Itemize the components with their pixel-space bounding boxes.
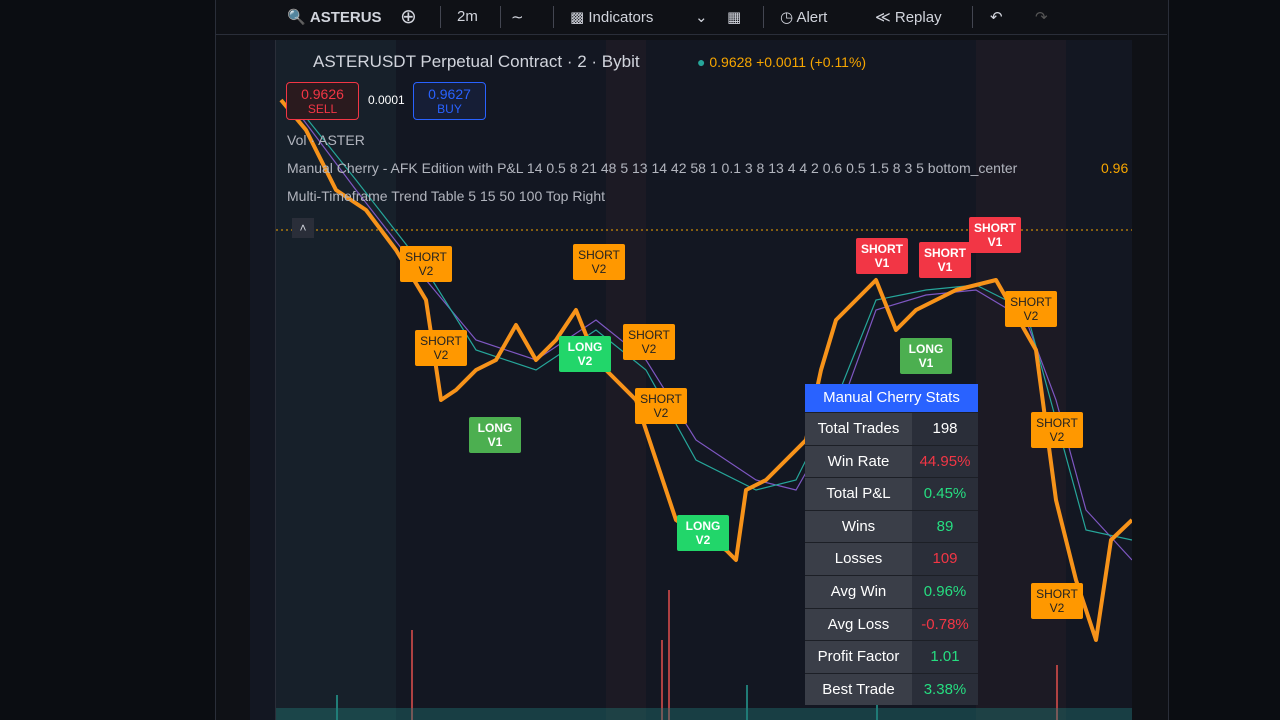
price-chart: [276, 40, 1132, 720]
indicator-legend: Multi-Timeframe Trend Table 5 15 50 100 …: [287, 188, 606, 204]
stats-row: Total P&L 0.45%: [805, 477, 978, 510]
stats-row: Profit Factor 1.01: [805, 640, 978, 673]
dropdown[interactable]: ⌄: [695, 9, 708, 26]
signal-label: LONG V2: [559, 336, 611, 372]
signal-label: SHORT V1: [856, 238, 908, 274]
drawing-toolbar: [250, 40, 276, 720]
stats-value: -0.78%: [912, 608, 978, 641]
signal-label: SHORT V2: [623, 324, 675, 360]
signal-label: SHORT V2: [1031, 583, 1083, 619]
stats-value: 89: [912, 510, 978, 543]
stats-value: 1.01: [912, 641, 978, 673]
sell-button[interactable]: 0.9626 SELL: [286, 82, 359, 120]
stats-row: Best Trade 3.38%: [805, 672, 978, 706]
stats-value: 0.45%: [912, 478, 978, 510]
signal-label: SHORT V2: [1005, 291, 1057, 327]
signal-label: SHORT V1: [969, 217, 1021, 253]
signal-label: SHORT V2: [400, 246, 452, 282]
last-price: ● 0.9628 +0.0011 (+0.11%): [697, 54, 867, 70]
redo[interactable]: ↷: [1035, 9, 1048, 26]
stats-value: 109: [912, 543, 978, 575]
signal-label: SHORT V1: [919, 242, 971, 278]
volume: [276, 590, 1132, 720]
indicator-value: 0.96: [1101, 160, 1129, 176]
undo[interactable]: ↶: [990, 9, 1003, 26]
stats-row: Win Rate 44.95%: [805, 444, 978, 478]
chart-type[interactable]: ∼: [511, 9, 524, 26]
price-change: +0.0011 (+0.11%): [756, 54, 867, 70]
spread: 0.0001: [368, 93, 405, 107]
stats-label: Total Trades: [805, 413, 912, 445]
signal-label: LONG V1: [469, 417, 521, 453]
stats-label: Wins: [805, 510, 912, 543]
stats-row: Avg Win 0.96%: [805, 574, 978, 608]
alert-button[interactable]: ◷ Alert: [780, 9, 828, 26]
price: 0.9628: [709, 54, 753, 70]
stats-row: Total Trades 198: [805, 412, 978, 445]
stats-label: Profit Factor: [805, 641, 912, 673]
stats-value: 0.96%: [912, 575, 978, 608]
stats-label: Avg Loss: [805, 608, 912, 641]
stats-value: 3.38%: [912, 673, 978, 706]
add-symbol[interactable]: ⊕: [400, 6, 417, 28]
stats-label: Win Rate: [805, 445, 912, 478]
chart-pane: [276, 40, 1132, 720]
symbol-title: ASTERUSDT Perpetual Contract · 2 · Bybit: [313, 52, 640, 71]
toolbar: 🔍 ASTERUS ⊕ 2m ∼ ▩ Indicators ⌄ ▦ ◷ Aler…: [215, 0, 1167, 35]
signal-label: SHORT V2: [635, 388, 687, 424]
indicators-button[interactable]: ▩ Indicators: [570, 9, 654, 26]
collapse-legend[interactable]: ˄: [292, 218, 314, 238]
ma-line: [295, 104, 1132, 541]
signal-label: LONG V1: [900, 338, 952, 374]
interval[interactable]: 2m: [457, 8, 478, 25]
stats-value: 198: [912, 413, 978, 445]
stats-title: Manual Cherry Stats: [805, 384, 978, 412]
indicator-legend: Vol · ASTER: [287, 132, 365, 148]
stats-label: Total P&L: [805, 478, 912, 510]
price-series: [279, 98, 1132, 642]
stats-value: 44.95%: [912, 445, 978, 478]
stats-row: Losses 109: [805, 542, 978, 575]
replay-button[interactable]: ≪ Replay: [875, 9, 942, 26]
buy-button[interactable]: 0.9627 BUY: [413, 82, 486, 120]
stats-row: Avg Loss -0.78%: [805, 607, 978, 641]
stats-row: Wins 89: [805, 509, 978, 543]
session-band: [276, 40, 396, 720]
symbol-search[interactable]: 🔍 ASTERUS: [287, 9, 382, 26]
signal-label: SHORT V2: [415, 330, 467, 366]
stats-label: Losses: [805, 543, 912, 575]
signal-label: SHORT V2: [1031, 412, 1083, 448]
signal-label: LONG V2: [677, 515, 729, 551]
session-band: [606, 40, 646, 720]
templates[interactable]: ▦: [727, 9, 742, 26]
signal-label: SHORT V2: [573, 244, 625, 280]
stats-label: Best Trade: [805, 673, 912, 706]
indicator-legend: Manual Cherry - AFK Edition with P&L 14 …: [287, 160, 1018, 176]
stats-label: Avg Win: [805, 575, 912, 608]
stats-table: Manual Cherry Stats Total Trades 198 Win R…: [805, 384, 978, 706]
